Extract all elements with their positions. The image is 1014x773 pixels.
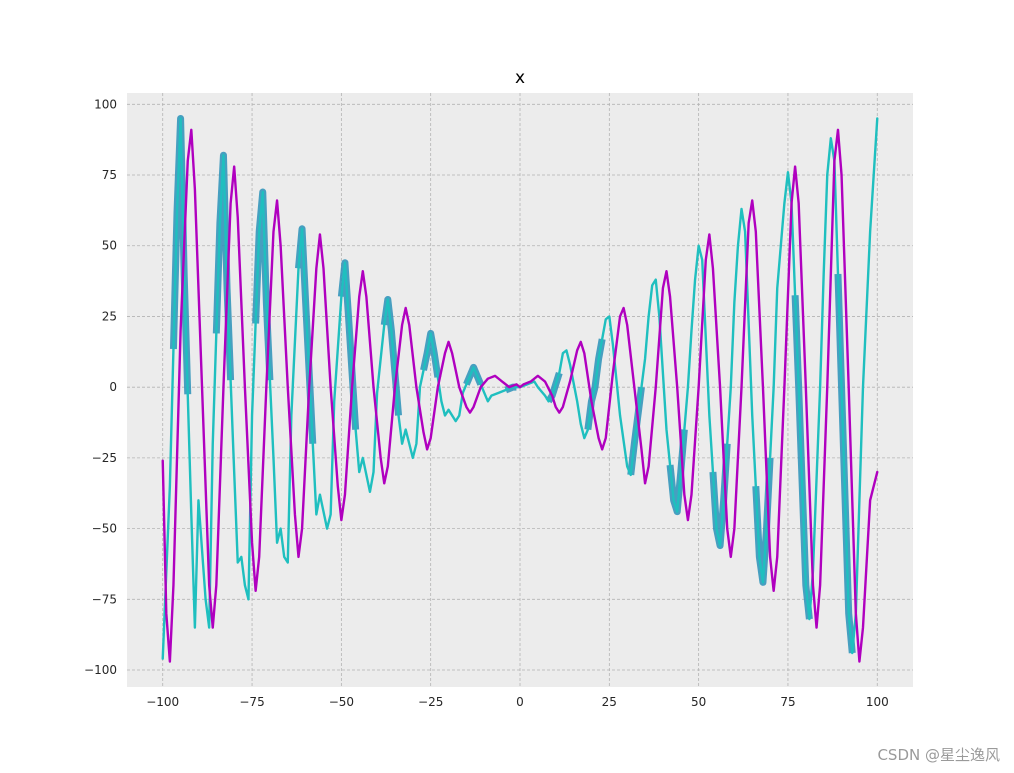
y-tick-label: 75	[102, 168, 117, 182]
x-tick-label: −25	[418, 695, 443, 709]
x-tick-label: 50	[691, 695, 706, 709]
x-tick-label: −50	[329, 695, 354, 709]
x-tick-label: −75	[239, 695, 264, 709]
x-tick-label: −100	[146, 695, 179, 709]
x-tick-labels: −100 −75 −50 −25 0 25 50 75 100	[146, 695, 888, 709]
x-tick-label: 25	[602, 695, 617, 709]
x-tick-label: 75	[780, 695, 795, 709]
y-tick-label: −25	[92, 451, 117, 465]
series-line-2	[161, 128, 879, 663]
watermark: CSDN @星尘逸风	[877, 746, 1000, 764]
y-tick-label: 50	[102, 239, 117, 253]
x-tick-label: 100	[866, 695, 889, 709]
y-tick-label: 25	[102, 309, 117, 323]
chart-title: x	[515, 68, 525, 88]
x-tick-label: 0	[516, 695, 524, 709]
series-lines	[161, 117, 879, 663]
y-tick-label: 100	[94, 97, 117, 111]
y-tick-label: −75	[92, 592, 117, 606]
series-line-1	[161, 117, 879, 660]
y-tick-labels: −100 −75 −50 −25 0 25 50 75 100	[84, 97, 117, 677]
y-tick-label: 0	[109, 380, 117, 394]
y-tick-label: −50	[92, 522, 117, 536]
y-tick-label: −100	[84, 663, 117, 677]
